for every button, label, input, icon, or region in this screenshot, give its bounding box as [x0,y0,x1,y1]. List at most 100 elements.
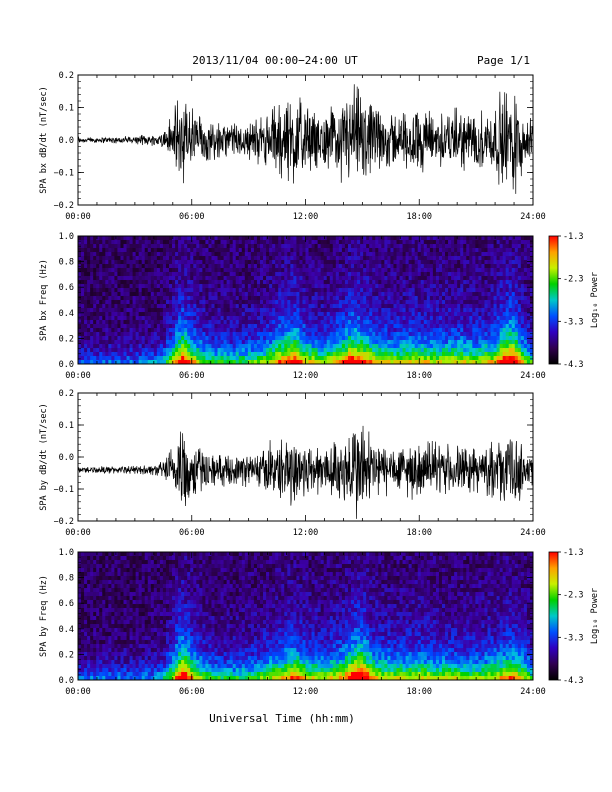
spectrogram-cell [296,256,300,261]
spectrogram-cell [363,284,367,289]
spectrogram-cell [372,236,376,241]
spectrogram-cell [451,320,455,325]
spectrogram-cell [448,256,452,261]
spectrogram-cell [326,340,331,345]
spectrogram-cell [147,328,152,333]
spectrogram-cell [396,332,400,337]
spectrogram-cell [260,328,264,333]
spectrogram-cell [432,264,437,269]
spectrogram-cell [141,308,146,313]
spectrogram-cell [360,340,364,345]
spectrogram-cell [129,352,133,357]
spectrogram-cell [144,240,149,245]
spectrogram-cell [387,256,391,261]
spectrogram-cell [366,336,370,341]
spectrogram-cell [275,284,279,289]
spectrogram-cell [526,268,531,273]
spectrogram-cell [305,280,309,285]
spectrogram-cell [338,316,343,321]
spectrogram-cell [253,248,258,253]
spectrogram-cell [432,268,437,273]
spectrogram-cell [390,260,394,265]
spectrogram-cell [211,344,215,349]
spectrogram-cell [502,324,507,329]
spectrogram-cell [320,348,325,353]
spectrogram-cell [481,308,485,313]
spectrogram-cell [293,312,297,317]
spectrogram-cell [523,240,528,245]
spectrogram-cell [320,328,325,333]
spectrogram-cell [429,352,434,357]
spectrogram-cell [478,272,482,277]
spectrogram-cell [420,236,425,241]
spectrogram-cell [457,320,461,325]
spectrogram-cell [529,304,534,309]
spectrogram-cell [369,272,373,277]
spectrogram-cell [499,236,504,241]
spectrogram-cell [223,256,228,261]
spectrogram-cell [496,268,501,273]
spectrogram-cell [417,248,422,253]
spectrogram-cell [187,328,191,333]
spectrogram-cell [302,300,306,305]
spectrogram-cell [184,348,188,353]
spectrogram-cell [335,352,340,357]
spectrogram-cell [296,340,300,345]
spectrogram-cell [451,236,455,241]
spectrogram-cell [205,352,209,357]
spectrogram-cell [144,316,149,321]
spectrogram-cell [159,244,164,249]
spectrogram-cell [344,304,349,309]
spectrogram-cell [502,308,507,313]
spectrogram-cell [214,356,218,361]
spectrogram-cell [196,304,200,309]
spectrogram-cell [247,296,252,301]
spectrogram-cell [529,284,534,289]
spectrogram-cell [96,240,100,245]
spectrogram-cell [193,344,197,349]
spectrogram-cell [302,280,306,285]
spectrogram-cell [469,332,473,337]
spectrogram-cell [184,360,188,365]
spectrogram-cell [256,360,261,365]
spectrogram-cell [296,248,300,253]
spectrogram-cell [460,336,464,341]
spectrogram-cell [144,280,149,285]
spectrogram-cell [238,264,243,269]
spectrogram-cell [147,320,152,325]
spectrogram-cell [138,332,143,337]
spectrogram-cell [208,328,212,333]
spectrogram-cell [162,344,167,349]
spectrogram-cell [414,300,419,305]
spectrogram-cell [417,324,422,329]
spectrogram-cell [172,308,176,313]
spectrogram-cell [414,248,419,253]
spectrogram-cell [442,268,446,273]
spectrogram-cell [141,288,146,293]
spectrogram-cell [281,324,285,329]
spectrogram-cell [487,252,491,257]
spectrogram-cell [135,272,140,277]
spectrogram-cell [526,280,531,285]
spectrogram-cell [320,356,325,361]
spectrogram-cell [442,332,446,337]
spectrogram-cell [284,356,288,361]
spectrogram-cell [390,292,394,297]
spectrogram-cell [469,352,473,357]
spectrogram-cell [517,304,522,309]
spectrogram-cell [181,352,185,357]
spectrogram-cell [278,348,282,353]
spectrogram-cell [363,264,367,269]
spectrogram-cell [99,340,103,345]
spectrogram-cell [472,284,476,289]
spectrogram-cell [399,288,403,293]
spectrogram-cell [260,236,264,241]
spectrogram-cell [393,360,397,365]
spectrogram-cell [169,324,173,329]
spectrogram-cell [269,312,273,317]
spectrogram-cell [208,312,212,317]
spectrogram-cell [448,328,452,333]
spectrogram-cell [208,324,212,329]
spectrogram-cell [199,292,203,297]
spectrogram-cell [454,296,458,301]
